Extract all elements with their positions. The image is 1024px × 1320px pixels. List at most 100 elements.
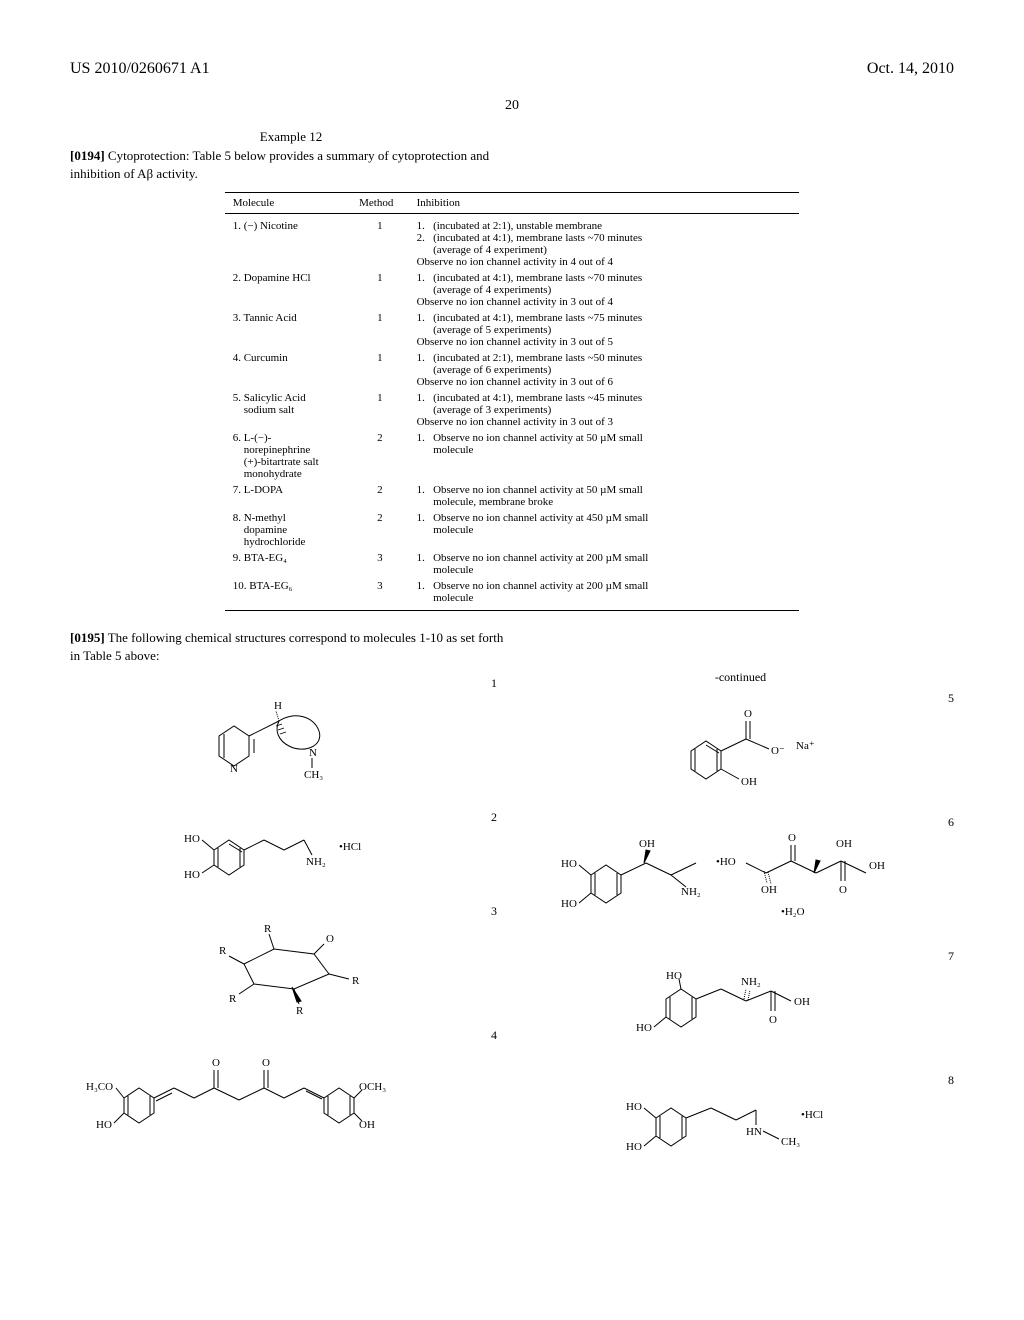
struct-num: 6: [948, 815, 954, 830]
structure-1: 1 N H N CH₃: [70, 676, 497, 796]
continued-label: -continued: [527, 670, 954, 685]
col-inhibition: Inhibition: [409, 193, 800, 214]
nicotine-svg: N H N CH₃: [184, 676, 384, 796]
norepi-svg: HO HO OH NH₂ •HO O: [551, 815, 931, 935]
cell-molecule: 10. BTA-EG₆: [225, 578, 351, 611]
table-row: 6. L-(−)- norepinephrine (+)-bitartrate …: [225, 430, 800, 482]
svg-text:O: O: [744, 708, 752, 720]
structure-4: 4 H₃CO HO O: [70, 1028, 497, 1138]
svg-text:O: O: [769, 1014, 777, 1026]
structures-columns: 1 N H N CH₃ 2: [70, 670, 954, 1177]
cell-method: 2: [351, 430, 408, 482]
ldopa-svg: HO HO NH₂ OH O: [611, 949, 871, 1059]
cell-method: 3: [351, 578, 408, 611]
struct-num: 5: [948, 691, 954, 706]
page-header: US 2010/0260671 A1 Oct. 14, 2010: [70, 60, 954, 78]
struct-num: 3: [491, 904, 497, 919]
para-0194: [0194] Cytoprotection: Table 5 below pro…: [70, 147, 512, 182]
para-text: Cytoprotection: Table 5 below provides a…: [70, 148, 489, 181]
cytoprotection-table: Molecule Method Inhibition 1. (−) Nicoti…: [225, 192, 800, 611]
cell-molecule: 4. Curcumin: [225, 350, 351, 390]
cell-inhibition: 1. Observe no ion channel activity at 45…: [409, 510, 800, 550]
svg-text:NH₂: NH₂: [741, 976, 761, 988]
svg-text:•HCl: •HCl: [801, 1109, 823, 1121]
svg-text:HO: HO: [626, 1141, 642, 1153]
svg-text:NH₂: NH₂: [681, 886, 701, 898]
para-num-2: [0195]: [70, 630, 105, 645]
cell-inhibition: 1. (incubated at 4:1), membrane lasts ~7…: [409, 310, 800, 350]
structure-2: 2 HO HO NH₂ •HCl: [70, 810, 497, 890]
svg-text:HN: HN: [746, 1126, 762, 1138]
svg-text:OH: OH: [794, 996, 810, 1008]
struct-num: 7: [948, 949, 954, 964]
svg-text:OH: OH: [741, 776, 757, 788]
cell-molecule: 7. L-DOPA: [225, 482, 351, 510]
cell-inhibition: 1. Observe no ion channel activity at 20…: [409, 578, 800, 611]
svg-text:OH: OH: [761, 884, 777, 896]
cell-inhibition: 1. Observe no ion channel activity at 50…: [409, 430, 800, 482]
cell-inhibition: 1. Observe no ion channel activity at 20…: [409, 550, 800, 578]
table-row: 9. BTA-EG₄31. Observe no ion channel act…: [225, 550, 800, 578]
nmethyldopa-svg: HO HO HN CH₃ •HCl: [601, 1073, 881, 1163]
cell-method: 1: [351, 270, 408, 310]
struct-num: 1: [491, 676, 497, 691]
svg-text:HO: HO: [96, 1119, 112, 1131]
svg-text:R: R: [219, 945, 227, 957]
svg-text:R: R: [296, 1005, 304, 1014]
structure-6: 6 HO HO OH NH₂ •HO: [527, 815, 954, 935]
table-row: 7. L-DOPA21. Observe no ion channel acti…: [225, 482, 800, 510]
cell-inhibition: 1. (incubated at 4:1), membrane lasts ~7…: [409, 270, 800, 310]
example-title: Example 12: [70, 129, 512, 145]
tannic-svg: O R R R R R: [184, 904, 384, 1014]
cell-molecule: 9. BTA-EG₄: [225, 550, 351, 578]
col-molecule: Molecule: [225, 193, 351, 214]
table-row: 3. Tannic Acid11. (incubated at 4:1), me…: [225, 310, 800, 350]
svg-text:OCH₃: OCH₃: [359, 1081, 386, 1093]
table-row: 1. (−) Nicotine11. (incubated at 2:1), u…: [225, 214, 800, 271]
table-row: 5. Salicylic Acid sodium salt11. (incuba…: [225, 390, 800, 430]
svg-text:HO: HO: [561, 858, 577, 870]
svg-text:HO: HO: [636, 1022, 652, 1034]
svg-text:•HO: •HO: [716, 856, 736, 868]
cell-molecule: 3. Tannic Acid: [225, 310, 351, 350]
svg-text:O: O: [839, 884, 847, 896]
svg-text:•H₂O: •H₂O: [781, 906, 805, 918]
cell-inhibition: 1. (incubated at 2:1), unstable membrane…: [409, 214, 800, 271]
col-method: Method: [351, 193, 408, 214]
para-text-2: The following chemical structures corres…: [70, 630, 503, 663]
svg-text:O: O: [326, 933, 334, 945]
cell-method: 1: [351, 214, 408, 271]
svg-text:O⁻: O⁻: [771, 745, 785, 757]
structure-8: 8 HO HO HN CH₃ •HCl: [527, 1073, 954, 1163]
struct-num: 4: [491, 1028, 497, 1043]
publication-date: Oct. 14, 2010: [867, 60, 954, 78]
dopamine-svg: HO HO NH₂ •HCl: [154, 810, 414, 890]
svg-text:N: N: [309, 747, 317, 759]
svg-text:O: O: [212, 1057, 220, 1069]
cell-inhibition: 1. Observe no ion channel activity at 50…: [409, 482, 800, 510]
svg-text:HO: HO: [626, 1101, 642, 1113]
svg-text:H₃CO: H₃CO: [86, 1081, 113, 1093]
cell-method: 2: [351, 482, 408, 510]
svg-text:•HCl: •HCl: [339, 841, 361, 853]
table-row: 8. N-methyl dopamine hydrochloride21. Ob…: [225, 510, 800, 550]
cell-inhibition: 1. (incubated at 4:1), membrane lasts ~4…: [409, 390, 800, 430]
svg-text:R: R: [264, 923, 272, 935]
svg-text:OH: OH: [639, 838, 655, 850]
left-structures: 1 N H N CH₃ 2: [70, 670, 497, 1177]
publication-number: US 2010/0260671 A1: [70, 60, 210, 78]
cell-method: 1: [351, 310, 408, 350]
svg-text:HO: HO: [184, 869, 200, 881]
cell-method: 1: [351, 390, 408, 430]
cell-molecule: 6. L-(−)- norepinephrine (+)-bitartrate …: [225, 430, 351, 482]
cell-method: 1: [351, 350, 408, 390]
right-structures: -continued 5 O O⁻ Na⁺ OH: [527, 670, 954, 1177]
svg-text:OH: OH: [836, 838, 852, 850]
cell-molecule: 8. N-methyl dopamine hydrochloride: [225, 510, 351, 550]
para-0195: [0195] The following chemical structures…: [70, 629, 512, 664]
salicylate-svg: O O⁻ Na⁺ OH: [631, 691, 851, 801]
structure-7: 7 HO HO NH₂ OH: [527, 949, 954, 1059]
svg-text:O: O: [788, 832, 796, 844]
svg-text:Na⁺: Na⁺: [796, 740, 815, 752]
svg-text:HO: HO: [184, 833, 200, 845]
